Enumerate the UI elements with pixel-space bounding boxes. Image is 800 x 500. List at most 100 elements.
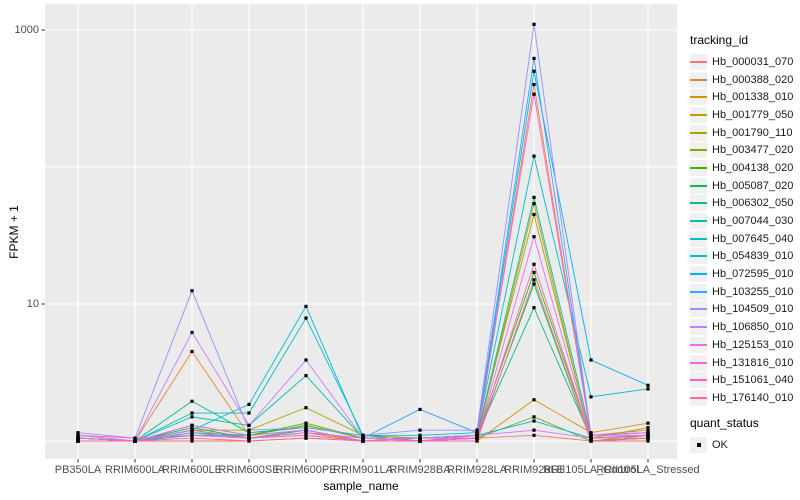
legend-item-label: Hb_131816_010 [712, 356, 794, 369]
data-point [589, 439, 593, 443]
data-point [532, 306, 536, 310]
data-point [76, 433, 80, 437]
data-point [532, 82, 536, 87]
legend-key-line-icon [690, 389, 707, 406]
legend-item-label: Hb_003477_020 [712, 144, 794, 157]
data-point [418, 439, 422, 443]
data-point [589, 395, 593, 399]
data-point [190, 289, 194, 293]
data-point [304, 358, 308, 362]
legend-item: Hb_106850_010 [690, 318, 798, 336]
data-point [247, 423, 251, 427]
legend-tracking-items: Hb_000031_070 Hb_000388_020 Hb_001338_010 H… [690, 53, 798, 407]
legend-key-line-icon [690, 230, 707, 247]
data-point [247, 411, 251, 415]
data-point [247, 436, 251, 440]
data-point [304, 423, 308, 427]
legend-key-line-icon [690, 53, 707, 70]
legend-item: Hb_125153_010 [690, 336, 798, 354]
data-point [304, 436, 308, 440]
legend-item: Hb_151061_040 [690, 371, 798, 389]
legend-key-line-icon [690, 195, 707, 212]
legend-item-label: Hb_001338_010 [712, 91, 794, 104]
data-point [304, 428, 308, 432]
x-tick-label: RRIM928BA [389, 464, 451, 476]
data-point [190, 431, 194, 435]
legend-key-line-icon [690, 301, 707, 318]
legend-item-label: Hb_176140_010 [712, 391, 794, 404]
legend-item: Hb_004138_020 [690, 159, 798, 177]
data-point [646, 428, 650, 432]
legend-item: Hb_001779_050 [690, 106, 798, 124]
legend-key-line-icon [690, 283, 707, 300]
data-point [304, 374, 308, 378]
data-point [304, 304, 308, 309]
data-point [532, 195, 536, 199]
data-point [646, 431, 650, 435]
data-point [190, 415, 194, 419]
data-point [361, 433, 365, 437]
legend-item: Hb_003477_020 [690, 141, 798, 159]
legend-key-line-icon [690, 142, 707, 159]
legend-key-line-icon [690, 248, 707, 265]
data-point [133, 436, 137, 440]
legend-item-label: Hb_103255_010 [712, 285, 794, 298]
data-point [646, 439, 650, 443]
legend-item: Hb_072595_010 [690, 265, 798, 283]
data-point [532, 235, 536, 239]
data-point [304, 406, 308, 410]
x-tick-label: RRIM600LA [105, 464, 165, 476]
y-axis-title: FPKM + 1 [7, 205, 21, 259]
data-point [532, 22, 536, 26]
legend-item: Hb_005087_020 [690, 177, 798, 195]
legend-item-label: Hb_006302_050 [712, 197, 794, 210]
data-point [589, 433, 593, 437]
data-point [418, 428, 422, 432]
data-point [190, 411, 194, 415]
data-point [532, 282, 536, 286]
legend-item: Hb_000031_070 [690, 53, 798, 71]
legend-item-label: Hb_104509_010 [712, 303, 794, 316]
legend-key-line-icon [690, 124, 707, 141]
legend-item-label: Hb_007044_030 [712, 215, 794, 228]
data-point [190, 330, 194, 335]
data-point [532, 270, 536, 275]
legend: tracking_id Hb_000031_070 Hb_000388_020 Hb… [690, 33, 798, 453]
legend-key-line-icon [690, 336, 707, 353]
data-point [646, 436, 650, 440]
x-tick-label: PB350LA [54, 464, 102, 476]
legend-key-line-icon [690, 354, 707, 371]
legend-item-label: Hb_001790_110 [712, 126, 793, 139]
data-point [76, 436, 80, 440]
data-point [76, 439, 80, 443]
legend-item-label: Hb_007645_040 [712, 232, 794, 245]
legend-item: OK [690, 436, 798, 454]
legend-item-label: Hb_054839_010 [712, 250, 794, 263]
data-point [247, 431, 251, 435]
data-point [532, 433, 536, 437]
legend-item-label: Hb_151061_040 [712, 374, 794, 387]
legend-item: Hb_104509_010 [690, 301, 798, 319]
data-point [589, 358, 593, 362]
legend-item: Hb_001338_010 [690, 88, 798, 106]
legend-item: Hb_000388_020 [690, 71, 798, 89]
data-point [646, 387, 650, 391]
data-point [418, 433, 422, 437]
legend-item-label: Hb_106850_010 [712, 321, 794, 334]
data-point [247, 433, 251, 437]
legend-item-label: Hb_125153_010 [712, 338, 794, 351]
data-point [646, 433, 650, 437]
data-point [475, 428, 479, 432]
data-point [532, 202, 536, 206]
x-tick-label: RRIM600SE [218, 464, 280, 476]
data-point [475, 439, 479, 443]
data-point [532, 398, 536, 402]
x-tick-label: RRIM600PE [275, 464, 337, 476]
legend-item-label: Hb_000031_070 [712, 55, 794, 68]
data-point [304, 431, 308, 435]
legend-item-label: Hb_004138_020 [712, 161, 794, 174]
data-point [532, 92, 536, 96]
data-point [304, 316, 308, 320]
legend-key-line-icon [690, 266, 707, 283]
